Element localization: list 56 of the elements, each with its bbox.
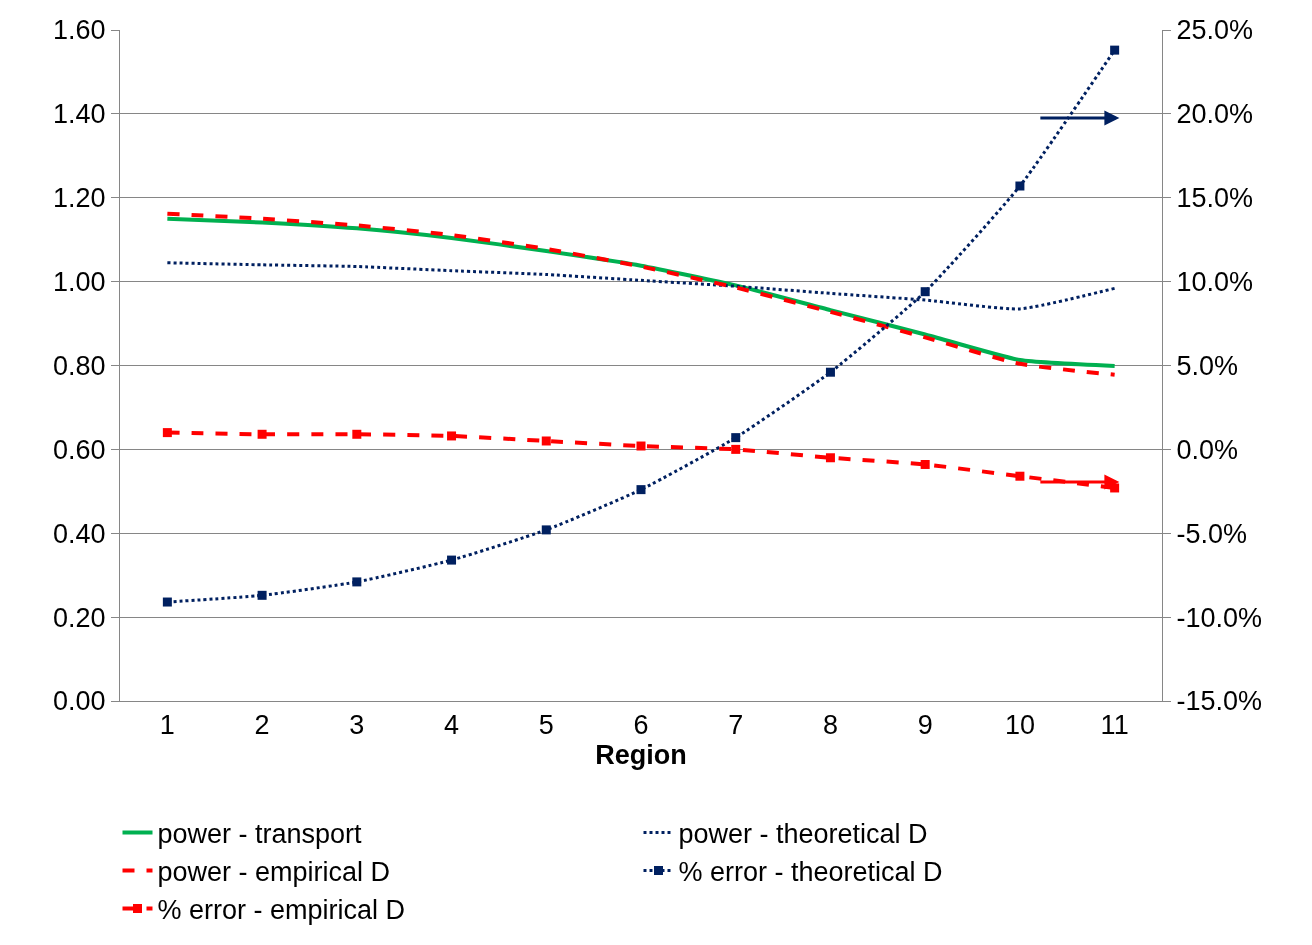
- point: [162, 597, 172, 607]
- y-tick-label: 0.00: [53, 686, 106, 717]
- point: [162, 428, 172, 438]
- y-tick-label: 1.40: [53, 99, 106, 130]
- point: [636, 441, 646, 451]
- x-tick-label: 11: [1100, 710, 1129, 741]
- y2-tick-label: 5.0%: [1176, 350, 1238, 381]
- x-axis-title: Region: [595, 740, 687, 771]
- y-tick-label: 1.20: [53, 183, 106, 214]
- point: [447, 431, 457, 441]
- x-tick-label: 6: [633, 710, 649, 741]
- point: [541, 436, 551, 446]
- point: [920, 459, 930, 469]
- legend-label: power - empirical D: [157, 857, 391, 888]
- y-tick-label: 0.60: [53, 434, 106, 465]
- x-tick-label: 1: [159, 710, 175, 741]
- point: [541, 525, 551, 535]
- point: [825, 453, 835, 463]
- legend-label: % error - theoretical D: [678, 857, 943, 888]
- y2-tick-label: -15.0%: [1176, 686, 1262, 717]
- point: [636, 485, 646, 495]
- y2-tick-label: 10.0%: [1176, 267, 1253, 298]
- y2-tick-label: 15.0%: [1176, 183, 1253, 214]
- point: [447, 555, 457, 565]
- x-tick-label: 4: [444, 710, 460, 741]
- y-tick-label: 1.60: [53, 15, 106, 46]
- point: [257, 429, 267, 439]
- x-tick-label: 10: [1004, 710, 1035, 741]
- y2-tick-label: 0.0%: [1176, 434, 1238, 465]
- legend-label: power - theoretical D: [678, 818, 928, 849]
- y2-tick-label: -10.0%: [1176, 602, 1262, 633]
- point: [1110, 45, 1120, 55]
- point: [731, 433, 741, 443]
- y-tick-label: 0.20: [53, 602, 106, 633]
- point: [352, 577, 362, 587]
- point: [825, 367, 835, 377]
- x-tick-label: 9: [917, 710, 933, 741]
- point: [1015, 471, 1025, 481]
- x-tick-label: 3: [349, 710, 365, 741]
- point: [920, 287, 930, 297]
- y-tick-label: 0.40: [53, 518, 106, 549]
- x-tick-label: 5: [538, 710, 554, 741]
- legend-label: power - transport: [157, 818, 363, 849]
- y2-tick-label: 25.0%: [1176, 15, 1253, 46]
- point: [352, 429, 362, 439]
- y-tick-label: 0.80: [53, 350, 106, 381]
- y2-tick-label: -5.0%: [1176, 518, 1247, 549]
- point: [1015, 181, 1025, 191]
- point: [257, 590, 267, 600]
- x-tick-label: 7: [728, 710, 744, 741]
- y2-tick-label: 20.0%: [1176, 99, 1253, 130]
- legend-label: % error - empirical D: [157, 895, 406, 926]
- point: [731, 444, 741, 454]
- x-tick-label: 2: [254, 710, 270, 741]
- y-tick-label: 1.00: [53, 267, 106, 298]
- x-tick-label: 8: [822, 710, 838, 741]
